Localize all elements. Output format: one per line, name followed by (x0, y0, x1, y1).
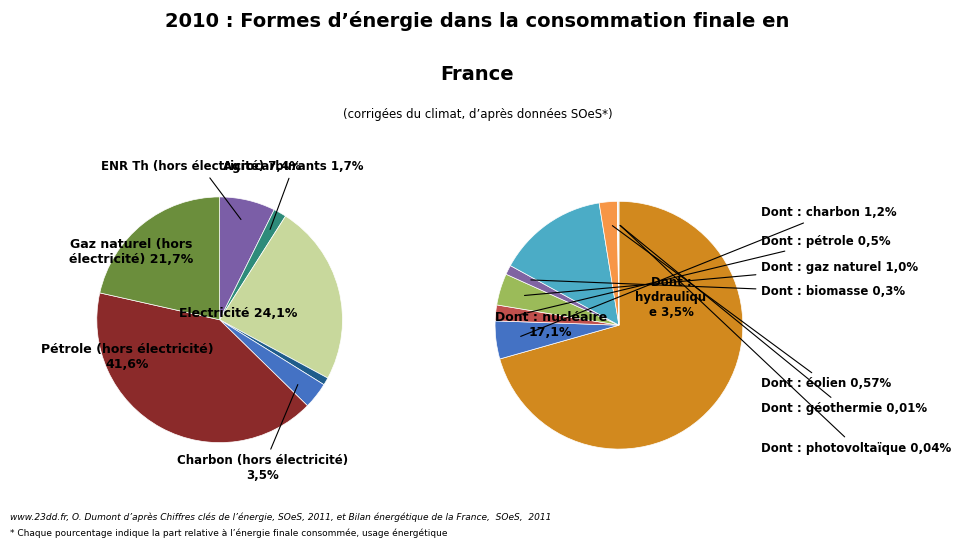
Text: Dont :
hydrauliqu
e 3,5%: Dont : hydrauliqu e 3,5% (635, 276, 707, 319)
Wedge shape (506, 266, 619, 325)
Text: Dont : éolien 0,57%: Dont : éolien 0,57% (612, 225, 892, 390)
Wedge shape (220, 320, 324, 406)
Text: Dont : biomasse 0,3%: Dont : biomasse 0,3% (531, 280, 905, 299)
Text: Dont : charbon 1,2%: Dont : charbon 1,2% (520, 206, 897, 337)
Text: Charbon (hors électricité)
3,5%: Charbon (hors électricité) 3,5% (177, 385, 349, 482)
Text: France: France (440, 65, 515, 84)
Text: 2010 : Formes d’énergie dans la consommation finale en: 2010 : Formes d’énergie dans la consomma… (165, 11, 790, 31)
Wedge shape (510, 203, 619, 325)
Text: Agrocarburants 1,7%: Agrocarburants 1,7% (223, 160, 364, 229)
Wedge shape (220, 210, 286, 320)
Text: Dont : photovoltaïque 0,04%: Dont : photovoltaïque 0,04% (621, 225, 952, 455)
Text: (corrigées du climat, d’après données SOeS*): (corrigées du climat, d’après données SO… (343, 108, 612, 121)
Wedge shape (99, 197, 220, 320)
Wedge shape (220, 320, 328, 385)
Text: * Chaque pourcentage indique la part relative à l’énergie finale consommée, usag: * Chaque pourcentage indique la part rel… (10, 528, 447, 538)
Wedge shape (495, 321, 619, 359)
Text: Dont : nucléaire
17,1%: Dont : nucléaire 17,1% (495, 311, 607, 339)
Wedge shape (220, 197, 274, 320)
Wedge shape (617, 201, 619, 325)
Text: Pétrole (hors électricité)
41,6%: Pétrole (hors électricité) 41,6% (41, 343, 214, 371)
Wedge shape (495, 305, 619, 325)
Wedge shape (618, 201, 619, 325)
Text: Gaz naturel (hors
électricité) 21,7%: Gaz naturel (hors électricité) 21,7% (69, 238, 193, 266)
Text: www.23dd.fr, O. Dumont d’après Chiffres clés de l’énergie, SOeS, 2011, et Bilan : www.23dd.fr, O. Dumont d’après Chiffres … (10, 512, 551, 522)
Text: Electricité 24,1%: Electricité 24,1% (179, 307, 297, 320)
Text: ENR Th (hors électricité) 7,4%: ENR Th (hors électricité) 7,4% (101, 160, 301, 220)
Wedge shape (499, 201, 743, 449)
Text: Dont : géothermie 0,01%: Dont : géothermie 0,01% (620, 225, 927, 415)
Wedge shape (220, 216, 343, 378)
Wedge shape (96, 293, 308, 443)
Text: Dont : pétrole 0,5%: Dont : pétrole 0,5% (520, 235, 891, 314)
Wedge shape (599, 201, 619, 325)
Text: Dont : gaz naturel 1,0%: Dont : gaz naturel 1,0% (524, 261, 919, 295)
Wedge shape (497, 274, 619, 325)
